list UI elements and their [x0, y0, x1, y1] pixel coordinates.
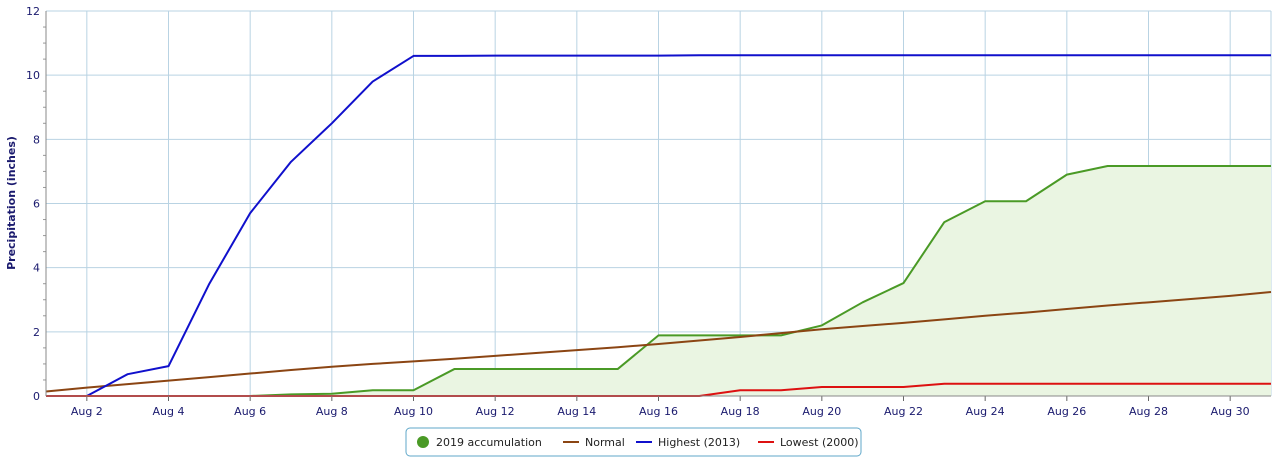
- y-tick-label: 2: [33, 326, 40, 339]
- x-tick-label: Aug 10: [394, 405, 433, 418]
- highest-2013-legend-label: Highest (2013): [658, 436, 740, 449]
- x-tick-label: Aug 4: [153, 405, 185, 418]
- x-tick-label: Aug 22: [884, 405, 923, 418]
- y-tick-label: 0: [33, 390, 40, 403]
- axes: 0 2 4 6 8 10 12 Aug 2 Aug 4 Aug 6 Aug 8 Aug 10 Aug 1…: [26, 5, 1271, 418]
- legend: 2019 accumulation Normal Highest (2013) Low…: [405, 427, 862, 457]
- normal-line: [45, 291, 1272, 393]
- x-tick-label: Aug 8: [316, 405, 348, 418]
- highest-2013-line: [46, 54, 1271, 397]
- x-tick-label: Aug 2: [71, 405, 103, 418]
- y-axis-title: Precipitation (inches): [5, 136, 18, 270]
- legend-box: [405, 427, 862, 457]
- y-tick-label: 4: [33, 262, 40, 275]
- x-tick-label: Aug 30: [1211, 405, 1250, 418]
- x-tick-label: Aug 18: [721, 405, 760, 418]
- y-tick-label: 8: [33, 133, 40, 146]
- x-tick-label: Aug 20: [802, 405, 841, 418]
- y-tick-label: 6: [33, 198, 40, 211]
- x-tick-label: Aug 6: [234, 405, 266, 418]
- 2019-accumulation-legend-label: 2019 accumulation: [436, 436, 542, 449]
- x-tick-label: Aug 28: [1129, 405, 1168, 418]
- x-tick-label: Aug 16: [639, 405, 678, 418]
- area-fill-layer: [46, 165, 1271, 396]
- normal-legend-label: Normal: [585, 436, 625, 449]
- y-tick-label: 12: [26, 5, 40, 18]
- y-tick-label: 10: [26, 69, 40, 82]
- x-tick-label: Aug 12: [476, 405, 515, 418]
- 2019-accumulation-legend-symbol: [417, 436, 429, 448]
- x-tick-label: Aug 24: [966, 405, 1005, 418]
- x-tick-label: Aug 26: [1047, 405, 1086, 418]
- x-tick-label: Aug 14: [557, 405, 596, 418]
- lowest-2000-legend-label: Lowest (2000): [780, 436, 859, 449]
- 2019-accumulation-area: [46, 165, 1271, 396]
